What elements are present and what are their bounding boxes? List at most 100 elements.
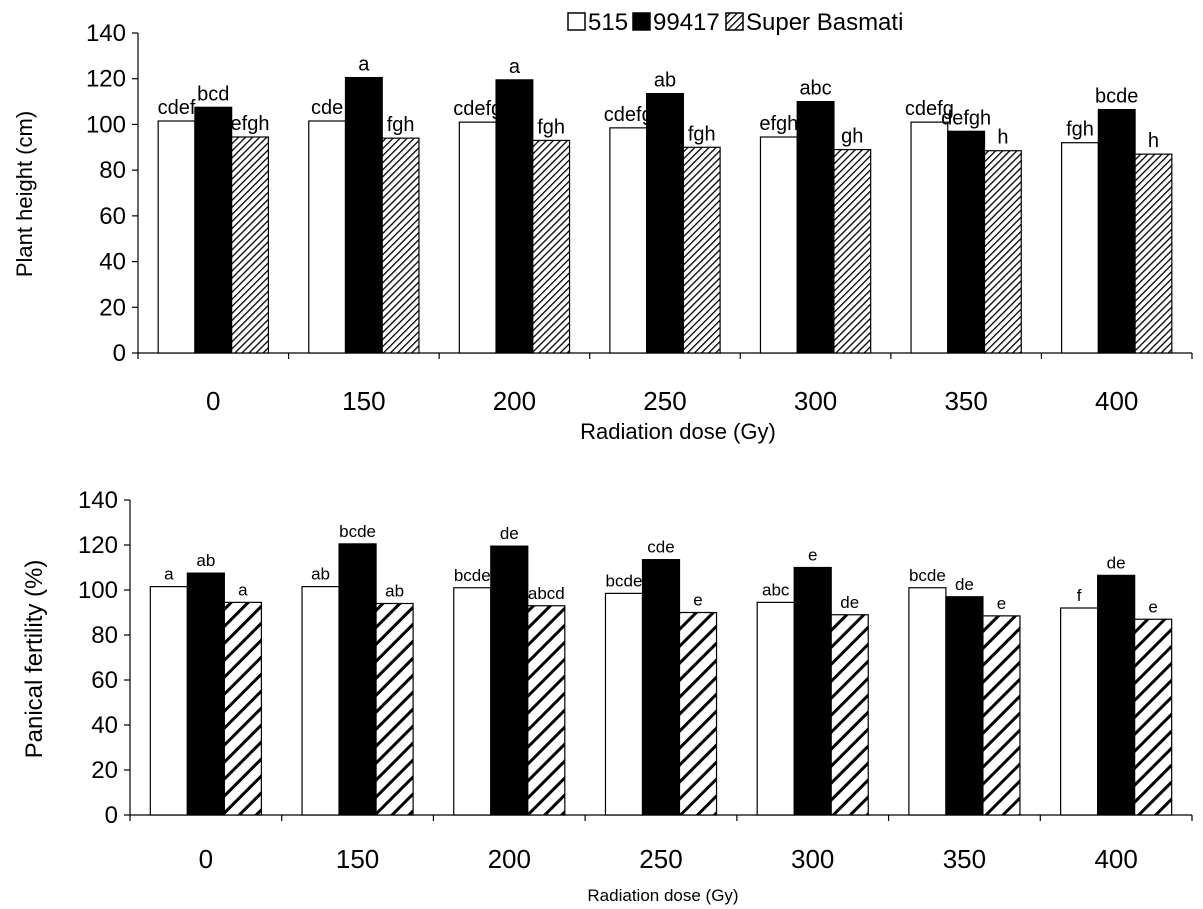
chart2-category-label: 150 xyxy=(336,844,379,874)
chart1-xlabel: Radiation dose (Gy) xyxy=(580,419,776,444)
chart2-category-label: 250 xyxy=(639,844,682,874)
chart2-y-tick-label: 120 xyxy=(78,532,118,559)
chart2-significance-label: e xyxy=(1148,597,1157,616)
chart-plant-height: 020406080100120140cdefbcdefgh0cdeafgh150… xyxy=(86,20,1193,416)
chart1-bar-super-basmati xyxy=(532,139,571,354)
chart2-bar-99417 xyxy=(490,545,529,816)
chart1-significance-label: h xyxy=(997,127,1008,149)
chart1-significance-label: bcd xyxy=(197,83,229,105)
chart2-significance-label: abcd xyxy=(528,584,565,603)
chart2-bar-515 xyxy=(756,601,795,816)
chart1-significance-label: ab xyxy=(654,70,676,92)
chart1-significance-label: efgh xyxy=(759,113,798,135)
chart2-y-tick-label: 60 xyxy=(91,667,118,694)
chart1-significance-label: h xyxy=(1148,130,1159,152)
chart2-bar-99417 xyxy=(338,543,377,816)
chart2-bar-super-basmati xyxy=(830,614,869,816)
chart2-y-tick-label: 80 xyxy=(91,622,118,649)
chart2-bar-99417 xyxy=(1097,574,1136,816)
chart1-bar-515 xyxy=(308,120,347,354)
chart1-bar-super-basmati xyxy=(1134,153,1173,354)
chart2-bar-super-basmati xyxy=(982,615,1021,816)
chart1-bar-super-basmati xyxy=(682,146,721,354)
chart2-y-tick-label: 0 xyxy=(105,802,118,829)
chart2-bar-515 xyxy=(149,586,188,816)
chart2-bar-99417 xyxy=(945,596,984,816)
chart2-significance-label: cde xyxy=(647,538,674,557)
chart1-ylabel: Plant height (cm) xyxy=(12,111,37,277)
chart2-significance-label: ab xyxy=(311,565,330,584)
legend-label-super-basmati: Super Basmati xyxy=(746,9,903,36)
legend-label-515: 515 xyxy=(588,9,628,36)
chart1-y-tick-label: 40 xyxy=(99,249,126,276)
chart1-bar-515 xyxy=(1061,142,1099,354)
chart2-significance-label: e xyxy=(693,591,702,610)
chart2-significance-label: bcde xyxy=(909,566,946,585)
chart1-significance-label: cdefg xyxy=(604,104,653,126)
chart1-significance-label: efgh xyxy=(231,113,270,135)
chart2-bar-515 xyxy=(908,587,947,816)
chart1-bar-99417 xyxy=(796,100,835,354)
chart1-category-label: 0 xyxy=(206,386,220,416)
chart1-significance-label: defgh xyxy=(941,107,991,129)
chart1-significance-label: cdefg xyxy=(453,98,502,120)
chart1-bar-super-basmati xyxy=(833,148,872,354)
chart2-bar-99417 xyxy=(793,566,832,816)
chart1-category-label: 200 xyxy=(493,386,536,416)
chart1-significance-label: cdefg xyxy=(905,98,954,120)
chart2-y-tick-label: 100 xyxy=(78,577,118,604)
chart2-significance-label: abc xyxy=(762,580,790,599)
chart2-category-label: 350 xyxy=(943,844,986,874)
chart2-significance-label: de xyxy=(500,524,519,543)
legend-swatch-99417 xyxy=(632,12,651,31)
chart2-significance-label: de xyxy=(1107,553,1126,572)
chart1-y-tick-label: 0 xyxy=(113,340,126,367)
chart2-bar-515 xyxy=(1060,607,1099,816)
chart1-category-label: 250 xyxy=(643,386,686,416)
chart1-significance-label: a xyxy=(358,54,370,76)
chart1-category-label: 300 xyxy=(794,386,837,416)
legend-swatch-super-basmati xyxy=(725,12,744,31)
chart1-bar-super-basmati xyxy=(381,137,420,354)
chart1-significance-label: fgh xyxy=(387,114,415,136)
chart2-significance-label: a xyxy=(238,580,248,599)
chart1-significance-label: a xyxy=(509,56,521,78)
chart1-y-tick-label: 100 xyxy=(86,111,126,138)
chart2-significance-label: bcde xyxy=(454,566,491,585)
chart2-bar-super-basmati xyxy=(678,611,718,816)
chart1-y-tick-label: 60 xyxy=(99,203,126,230)
chart1-significance-label: fgh xyxy=(537,116,565,138)
chart2-bar-515 xyxy=(301,586,340,816)
chart2-significance-label: ab xyxy=(385,582,404,601)
chart1-category-label: 400 xyxy=(1095,386,1138,416)
chart2-category-label: 200 xyxy=(488,844,531,874)
chart2-bar-super-basmati xyxy=(527,605,566,816)
chart1-significance-label: cde xyxy=(311,97,343,119)
chart1-bar-99417 xyxy=(1097,108,1136,354)
chart1-significance-label: gh xyxy=(841,126,863,148)
chart2-significance-label: ab xyxy=(196,551,215,570)
chart2-xlabel: Radiation dose (Gy) xyxy=(587,886,738,905)
chart1-significance-label: cdef xyxy=(158,97,196,119)
chart2-category-label: 400 xyxy=(1094,844,1137,874)
chart2-significance-label: de xyxy=(955,575,974,594)
chart2-significance-label: a xyxy=(164,565,174,584)
chart1-significance-label: bcde xyxy=(1095,86,1138,108)
chart1-y-tick-label: 20 xyxy=(99,294,126,321)
chart1-bar-515 xyxy=(609,127,648,354)
chart1-y-tick-label: 140 xyxy=(86,20,126,47)
chart1-bar-super-basmati xyxy=(983,150,1022,354)
chart2-bar-515 xyxy=(604,592,644,816)
chart1-bar-99417 xyxy=(646,92,684,354)
chart2-y-tick-label: 20 xyxy=(91,757,118,784)
chart1-bar-super-basmati xyxy=(231,136,269,354)
chart2-significance-label: bcde xyxy=(339,522,376,541)
chart1-bar-515 xyxy=(157,120,196,354)
chart2-category-label: 300 xyxy=(791,844,834,874)
chart2-bar-super-basmati xyxy=(1134,618,1173,816)
chart2-significance-label: bcde xyxy=(606,571,643,590)
chart1-bar-99417 xyxy=(194,106,233,354)
legend-label-99417: 99417 xyxy=(653,9,720,36)
chart2-bar-99417 xyxy=(641,559,681,816)
chart2-significance-label: e xyxy=(997,594,1006,613)
